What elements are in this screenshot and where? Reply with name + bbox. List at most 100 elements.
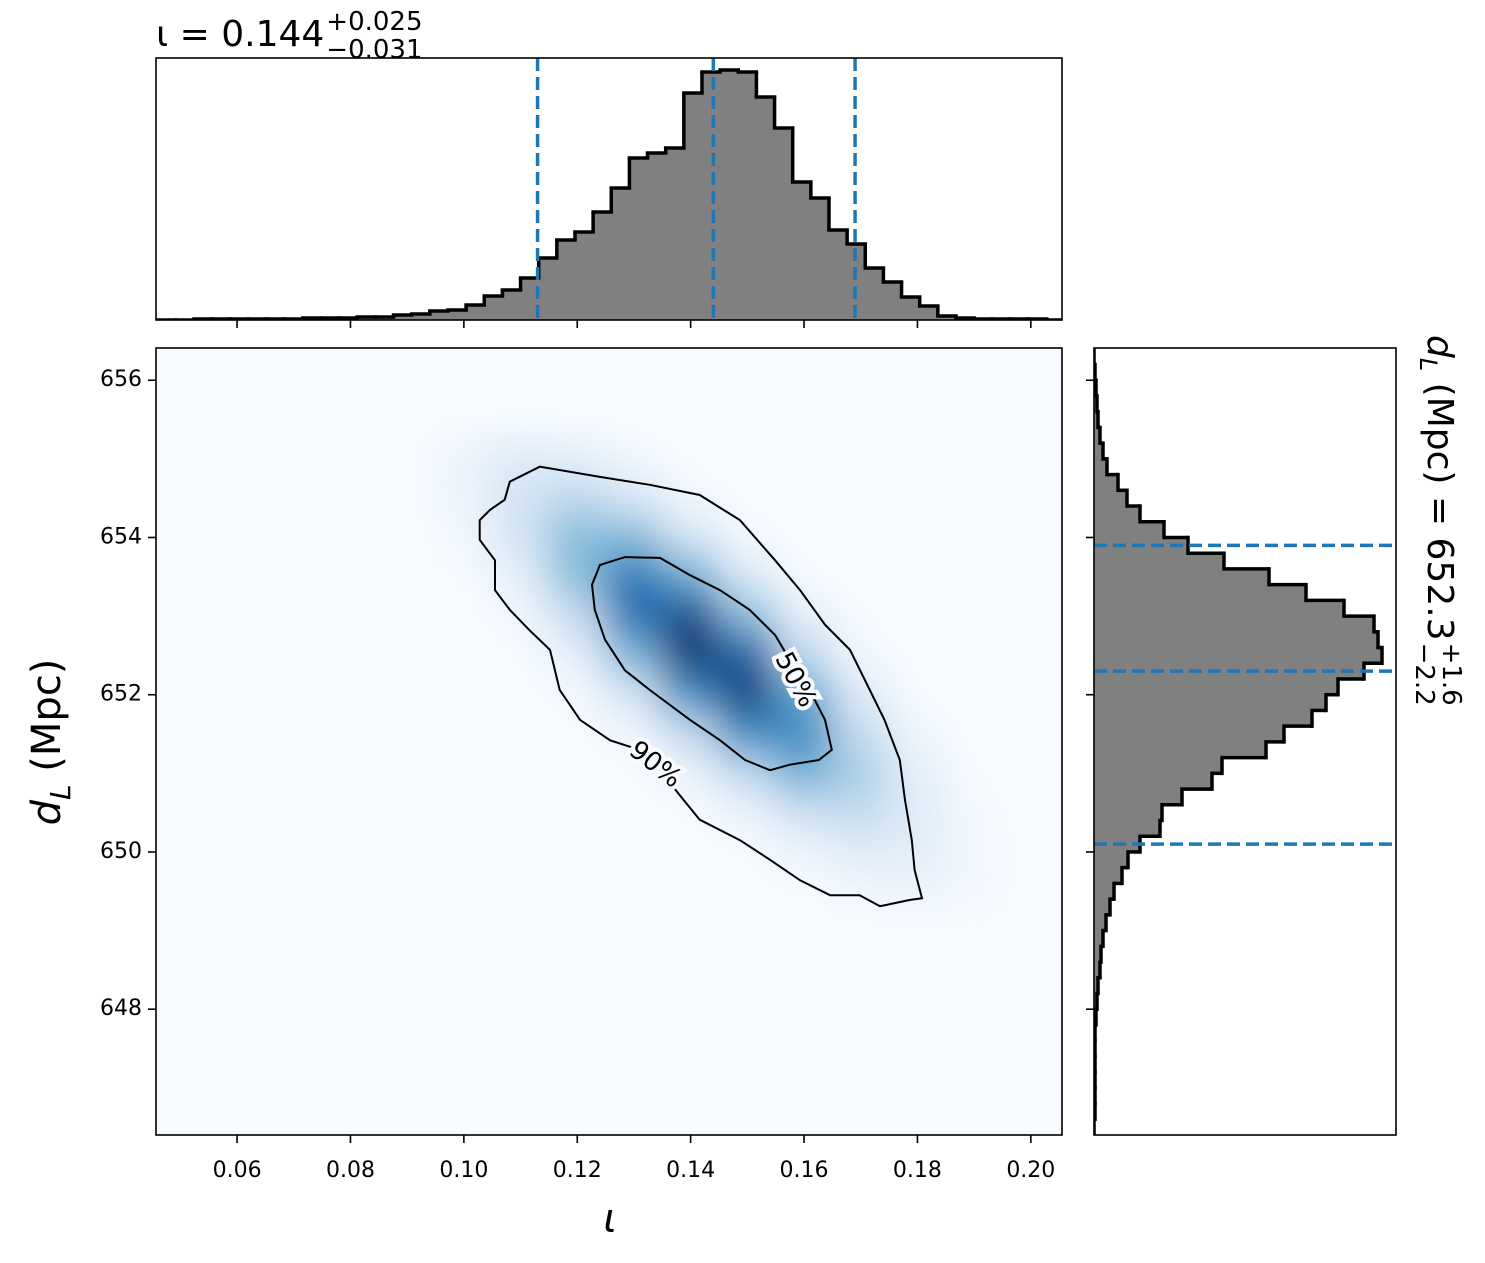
density-cell	[774, 556, 834, 598]
density-cell	[831, 713, 891, 755]
density-cell	[434, 831, 494, 873]
density-cell	[944, 752, 1004, 794]
density-cell	[547, 516, 607, 559]
histogram-bar	[466, 305, 485, 320]
histogram-bar	[593, 212, 612, 320]
x-tick-label: 0.06	[213, 1158, 262, 1183]
plot-area	[156, 348, 1062, 1135]
density-cell	[774, 595, 834, 637]
histogram-bar	[1094, 443, 1103, 460]
axes-frame	[155, 57, 1063, 321]
histogram-bar	[683, 93, 703, 320]
density-cell	[831, 438, 891, 480]
histogram-bar	[1094, 600, 1344, 617]
title-subscript: L	[1414, 358, 1442, 371]
histogram-bar	[447, 310, 467, 320]
histogram-bar	[901, 297, 921, 320]
histogram-bar	[1094, 584, 1306, 601]
density-cell	[774, 831, 834, 873]
histogram-bar	[1094, 521, 1164, 538]
title-upper: +0.025	[326, 7, 422, 37]
density-cell	[831, 870, 891, 912]
top-title: ι = 0.144	[156, 14, 324, 55]
histogram-bar	[756, 97, 776, 320]
density	[434, 438, 1004, 912]
histogram-bar	[520, 278, 540, 320]
histogram-bar	[1094, 411, 1098, 428]
histogram-bar	[1094, 899, 1110, 916]
histogram-bar	[556, 240, 576, 320]
density-cell	[491, 791, 550, 834]
right-title-text: dL (Mpc) = 652.3	[1414, 335, 1460, 641]
density-cell	[661, 595, 720, 637]
histogram-bar	[1094, 647, 1382, 664]
density-cell	[717, 438, 777, 480]
density-cell	[888, 791, 947, 834]
density-cell	[434, 556, 494, 598]
density-cell	[604, 791, 664, 834]
histogram-bar	[810, 198, 830, 320]
density-cell	[434, 674, 494, 716]
histogram-bar	[1094, 977, 1098, 994]
density-cell	[831, 595, 891, 637]
density-cell	[944, 595, 1004, 637]
histogram-bar	[1094, 568, 1269, 586]
density-cell	[547, 791, 607, 834]
x-axis-label: ι	[603, 1196, 617, 1242]
x-tick-label: 0.16	[780, 1158, 829, 1183]
density-cell	[604, 634, 664, 677]
density-cell	[604, 556, 664, 598]
histogram-bar	[701, 72, 721, 320]
density-cell	[888, 438, 947, 480]
density-cell	[661, 674, 720, 716]
density-cell	[774, 516, 834, 559]
density-cell	[944, 713, 1004, 755]
histogram-bar	[538, 258, 558, 320]
histogram-bar	[1094, 789, 1182, 806]
y-tick-label: 654	[100, 524, 142, 549]
histogram-bar	[665, 148, 685, 320]
histogram-bar	[883, 282, 903, 320]
density-cell	[491, 713, 550, 755]
density-cell	[888, 752, 947, 794]
density-cell	[434, 870, 494, 912]
density-cell	[434, 477, 494, 519]
title-label: (Mpc) =	[1419, 371, 1460, 537]
density-cell	[491, 752, 550, 794]
histogram-bar	[1094, 490, 1127, 507]
histogram-bar	[647, 153, 667, 320]
plot-area	[1094, 348, 1396, 1135]
density-cell	[774, 870, 834, 912]
histogram-bar	[774, 128, 794, 320]
x-tick-label: 0.18	[893, 1158, 942, 1183]
density-cell	[604, 516, 664, 559]
y-tick-label: 652	[100, 682, 142, 707]
histogram-bar	[919, 306, 939, 320]
histogram-bar	[828, 230, 848, 320]
density-cell	[774, 438, 834, 480]
density-cell	[434, 752, 494, 794]
density-cell	[717, 674, 777, 716]
contour	[478, 465, 924, 908]
histogram-bar	[1094, 946, 1101, 963]
density-cell	[944, 556, 1004, 598]
title-symbol: d	[1419, 335, 1460, 359]
title-value: 0.144	[221, 14, 324, 55]
histogram-bar	[1094, 741, 1266, 759]
histogram-bar	[393, 315, 413, 320]
density-cell	[491, 831, 550, 873]
density-cell	[717, 634, 777, 677]
density-cell	[831, 477, 891, 519]
histogram-bar	[574, 232, 594, 320]
histogram-bar	[1094, 851, 1128, 869]
histogram-bar	[611, 188, 630, 320]
histogram-bar	[484, 296, 503, 320]
density-cell	[717, 556, 777, 598]
density-cell	[604, 438, 664, 480]
density-cell	[888, 674, 947, 716]
histogram-bar	[1094, 883, 1114, 900]
plot-area	[156, 58, 1062, 320]
x-tick-label: 0.12	[553, 1158, 602, 1183]
density-cell	[888, 477, 947, 519]
